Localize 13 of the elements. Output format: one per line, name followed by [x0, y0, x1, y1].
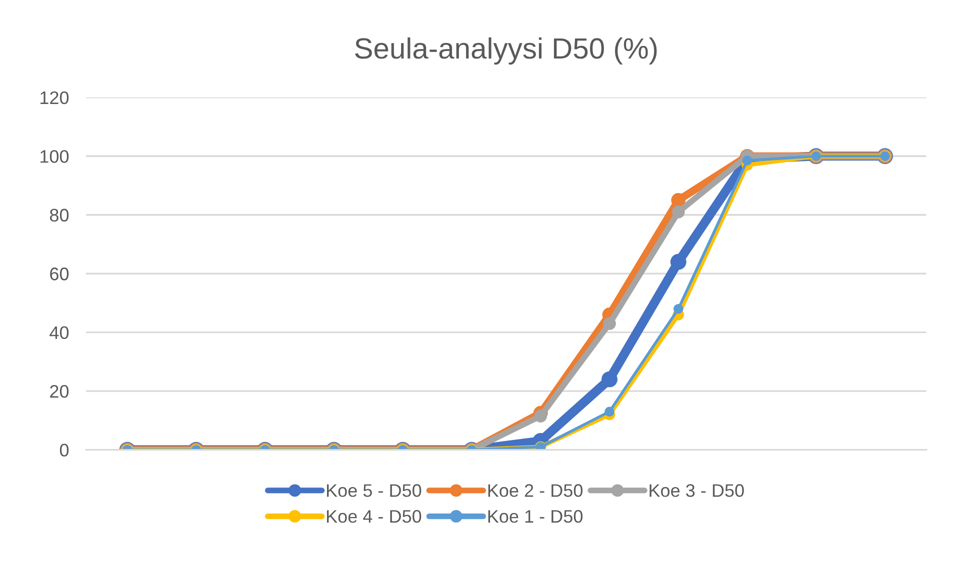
legend-label: Koe 4 - D50 [327, 510, 422, 523]
y-tick-label: 120 [40, 91, 69, 104]
chart-title: Seula-analyysi D50 (%) [355, 37, 657, 65]
y-tick-label: 60 [50, 268, 69, 280]
legend-label: Koe 2 - D50 [488, 484, 583, 497]
legend-label: Koe 3 - D50 [650, 484, 744, 497]
y-tick-label: 20 [50, 385, 69, 398]
legend-label: Koe 5 - D50 [327, 484, 422, 497]
legend-label: Koe 1 - D50 [488, 510, 583, 523]
y-tick-label: 80 [50, 208, 69, 222]
y-tick-label: 0 [60, 444, 69, 457]
y-tick-label: 100 [40, 150, 69, 163]
y-tick-label: 40 [50, 326, 69, 340]
